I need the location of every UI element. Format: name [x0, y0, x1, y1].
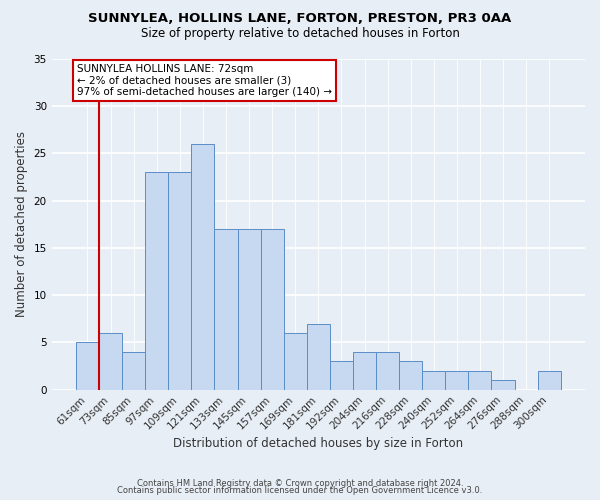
Bar [76, 342, 99, 390]
Bar [491, 380, 515, 390]
Bar [330, 362, 353, 390]
Bar [145, 172, 168, 390]
Text: Contains public sector information licensed under the Open Government Licence v3: Contains public sector information licen… [118, 486, 482, 495]
X-axis label: Distribution of detached houses by size in Forton: Distribution of detached houses by size … [173, 437, 463, 450]
Bar [353, 352, 376, 390]
Bar [422, 371, 445, 390]
Text: Size of property relative to detached houses in Forton: Size of property relative to detached ho… [140, 28, 460, 40]
Bar [214, 229, 238, 390]
Bar [399, 362, 422, 390]
Text: SUNNYLEA HOLLINS LANE: 72sqm
← 2% of detached houses are smaller (3)
97% of semi: SUNNYLEA HOLLINS LANE: 72sqm ← 2% of det… [77, 64, 332, 97]
Bar [191, 144, 214, 390]
Text: SUNNYLEA, HOLLINS LANE, FORTON, PRESTON, PR3 0AA: SUNNYLEA, HOLLINS LANE, FORTON, PRESTON,… [88, 12, 512, 26]
Bar [168, 172, 191, 390]
Bar [538, 371, 561, 390]
Bar [376, 352, 399, 390]
Bar [307, 324, 330, 390]
Bar [260, 229, 284, 390]
Bar [469, 371, 491, 390]
Bar [99, 333, 122, 390]
Y-axis label: Number of detached properties: Number of detached properties [15, 132, 28, 318]
Bar [284, 333, 307, 390]
Bar [445, 371, 469, 390]
Bar [122, 352, 145, 390]
Bar [238, 229, 260, 390]
Text: Contains HM Land Registry data © Crown copyright and database right 2024.: Contains HM Land Registry data © Crown c… [137, 478, 463, 488]
